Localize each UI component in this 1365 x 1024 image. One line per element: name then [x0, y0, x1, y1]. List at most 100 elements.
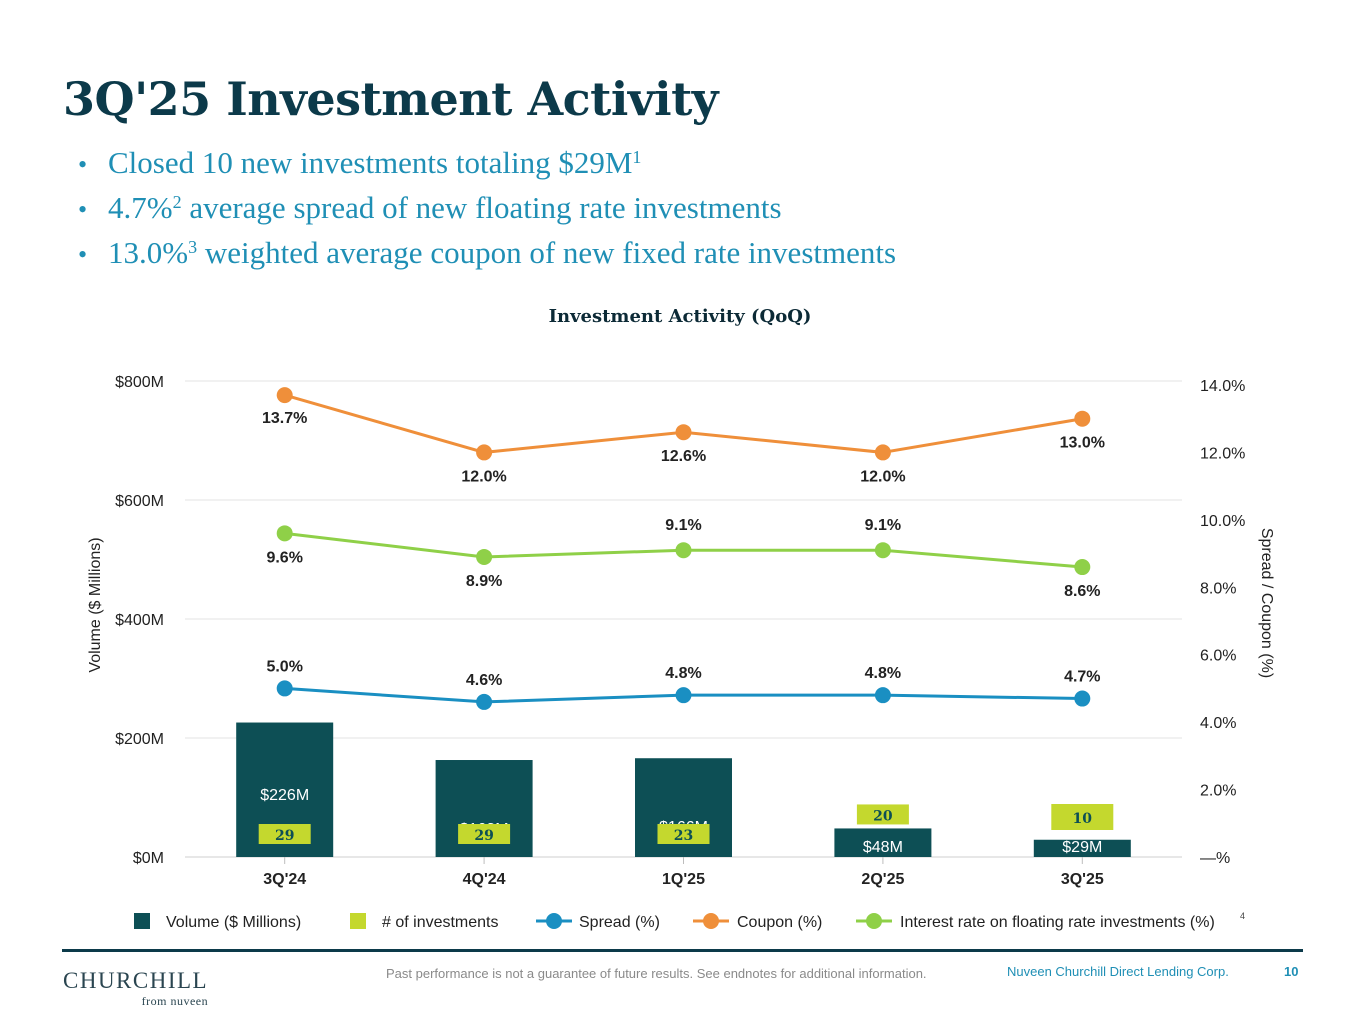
investment-activity-chart: Investment Activity (QoQ) $0M $200M $400M $6…: [87, 306, 1275, 931]
logo-tagline: from nuveen: [141, 994, 209, 1008]
legend-count-label: # of investments: [382, 914, 499, 931]
coupon-marker: [874, 444, 891, 461]
footnote-ref: 1: [632, 147, 642, 167]
bullet-item: • 4.7%2 average spread of new floating ra…: [78, 185, 896, 230]
spread-data-label: 4.8%: [665, 665, 701, 682]
y2-axis-tick-label: 10.0%: [1200, 513, 1245, 530]
footnote-ref: 2: [172, 192, 182, 212]
investment-count-label: 23: [674, 828, 693, 844]
churchill-logo: CHURCHILL from nuveen: [63, 968, 208, 1008]
coupon-marker: [1074, 410, 1091, 427]
floating-marker: [476, 548, 493, 565]
floating-marker: [1074, 559, 1091, 576]
floating-marker: [675, 542, 692, 559]
volume-data-label: $48M: [863, 839, 903, 856]
bullet-dot: •: [78, 240, 88, 269]
coupon-data-label: 13.0%: [1060, 435, 1105, 452]
investment-count-badge: [458, 824, 511, 844]
floating-marker: [276, 525, 293, 542]
y-axis-tick-label: $200M: [115, 731, 164, 748]
bullet-text: 13.0%: [108, 235, 189, 270]
volume-data-label: $29M: [1062, 839, 1102, 856]
y2-axis-tick-label: 12.0%: [1200, 445, 1245, 462]
floating-data-label: 8.9%: [466, 573, 502, 590]
coupon-line: [284, 393, 1083, 454]
investment-count-badge: [258, 824, 311, 844]
volume-bar: [1033, 839, 1131, 857]
x-axis-tick-label: 1Q'25: [662, 871, 705, 888]
footnote-ref: 3: [188, 237, 198, 257]
x-axis-tick-label: 4Q'24: [463, 871, 506, 888]
coupon-marker: [276, 387, 293, 404]
legend-count-swatch: [350, 913, 366, 929]
coupon-marker: [675, 424, 692, 441]
y-axis-tick-label: $600M: [115, 493, 164, 510]
legend-spread-label: Spread (%): [579, 914, 660, 931]
spread-marker: [476, 693, 493, 710]
y2-axis-tick-label: 2.0%: [1200, 783, 1236, 800]
y2-axis-tick-label: 6.0%: [1200, 648, 1236, 665]
disclaimer-text: Past performance is not a guarantee of f…: [386, 966, 927, 981]
x-axis-tick-label: 3Q'25: [1061, 871, 1104, 888]
y2-axis-tick-label: —%: [1200, 850, 1230, 867]
investment-count-label: 20: [873, 808, 893, 824]
legend-volume-label: Volume ($ Millions): [166, 914, 301, 931]
footer-divider: [62, 949, 1303, 952]
y-axis-tick-label: $800M: [115, 374, 164, 391]
bullet-dot: •: [78, 150, 88, 179]
page-title: 3Q'25 Investment Activity: [63, 72, 719, 126]
legend-coupon-label: Coupon (%): [737, 914, 822, 931]
page-number: 10: [1284, 964, 1299, 979]
floating-data-label: 8.6%: [1064, 583, 1100, 600]
volume-bar: [834, 828, 932, 857]
y2-axis-tick-label: 8.0%: [1200, 580, 1236, 597]
floating-data-label: 9.1%: [865, 517, 901, 534]
x-axis-tick-label: 2Q'25: [861, 871, 904, 888]
bullet-text-rest: average spread of new floating rate inve…: [181, 190, 782, 225]
spread-marker: [675, 687, 692, 704]
spread-data-label: 4.7%: [1064, 669, 1100, 686]
investment-count-label: 29: [474, 828, 493, 844]
spread-data-label: 4.8%: [865, 665, 901, 682]
logo-wordmark: CHURCHILL: [63, 968, 209, 993]
bullet-item: • 13.0%3 weighted average coupon of new f…: [78, 230, 896, 275]
investment-count-label: 10: [1073, 811, 1093, 827]
investment-count-badge: [1051, 804, 1114, 830]
spread-data-label: 4.6%: [466, 672, 502, 689]
investment-count-badge: [856, 804, 909, 825]
chart-title: Investment Activity (QoQ): [549, 306, 812, 327]
spread-marker: [1074, 690, 1091, 707]
floating-marker: [874, 542, 891, 559]
y2-axis-title: Spread / Coupon (%): [1258, 528, 1275, 678]
spread-marker: [276, 680, 293, 697]
y-axis-tick-label: $0M: [133, 850, 164, 867]
volume-data-label: $226M: [260, 787, 309, 804]
y-axis-tick-label: $400M: [115, 612, 164, 629]
coupon-data-label: 12.0%: [461, 468, 506, 485]
investment-count-badge: [657, 824, 710, 844]
legend-footnote-ref: 4: [1240, 911, 1245, 921]
bullet-text: 4.7%: [108, 190, 173, 225]
y-axis-title: Volume ($ Millions): [87, 537, 104, 672]
bullet-item: • Closed 10 new investments totaling $29M…: [78, 140, 896, 185]
legend-floating-marker: [866, 913, 882, 929]
coupon-marker: [476, 444, 493, 461]
company-name: Nuveen Churchill Direct Lending Corp.: [1007, 964, 1229, 979]
floating-data-label: 9.6%: [266, 549, 302, 566]
bullet-dot: •: [78, 195, 88, 224]
x-axis-tick-label: 3Q'24: [263, 871, 306, 888]
investment-count-label: 29: [275, 828, 294, 844]
legend-coupon-marker: [703, 913, 719, 929]
bullet-text: Closed 10 new investments totaling $29M: [108, 145, 633, 180]
coupon-data-label: 13.7%: [262, 410, 307, 427]
coupon-data-label: 12.0%: [860, 468, 905, 485]
legend-volume-swatch: [134, 913, 150, 929]
legend-spread-marker: [546, 913, 562, 929]
y2-axis-tick-label: 4.0%: [1200, 715, 1236, 732]
spread-data-label: 5.0%: [266, 658, 302, 675]
floating-data-label: 9.1%: [665, 517, 701, 534]
coupon-data-label: 12.6%: [661, 448, 706, 465]
bullet-text-rest: weighted average coupon of new fixed rat…: [197, 235, 897, 270]
legend-floating-label: Interest rate on floating rate investmen…: [900, 914, 1215, 931]
spread-marker: [874, 687, 891, 704]
